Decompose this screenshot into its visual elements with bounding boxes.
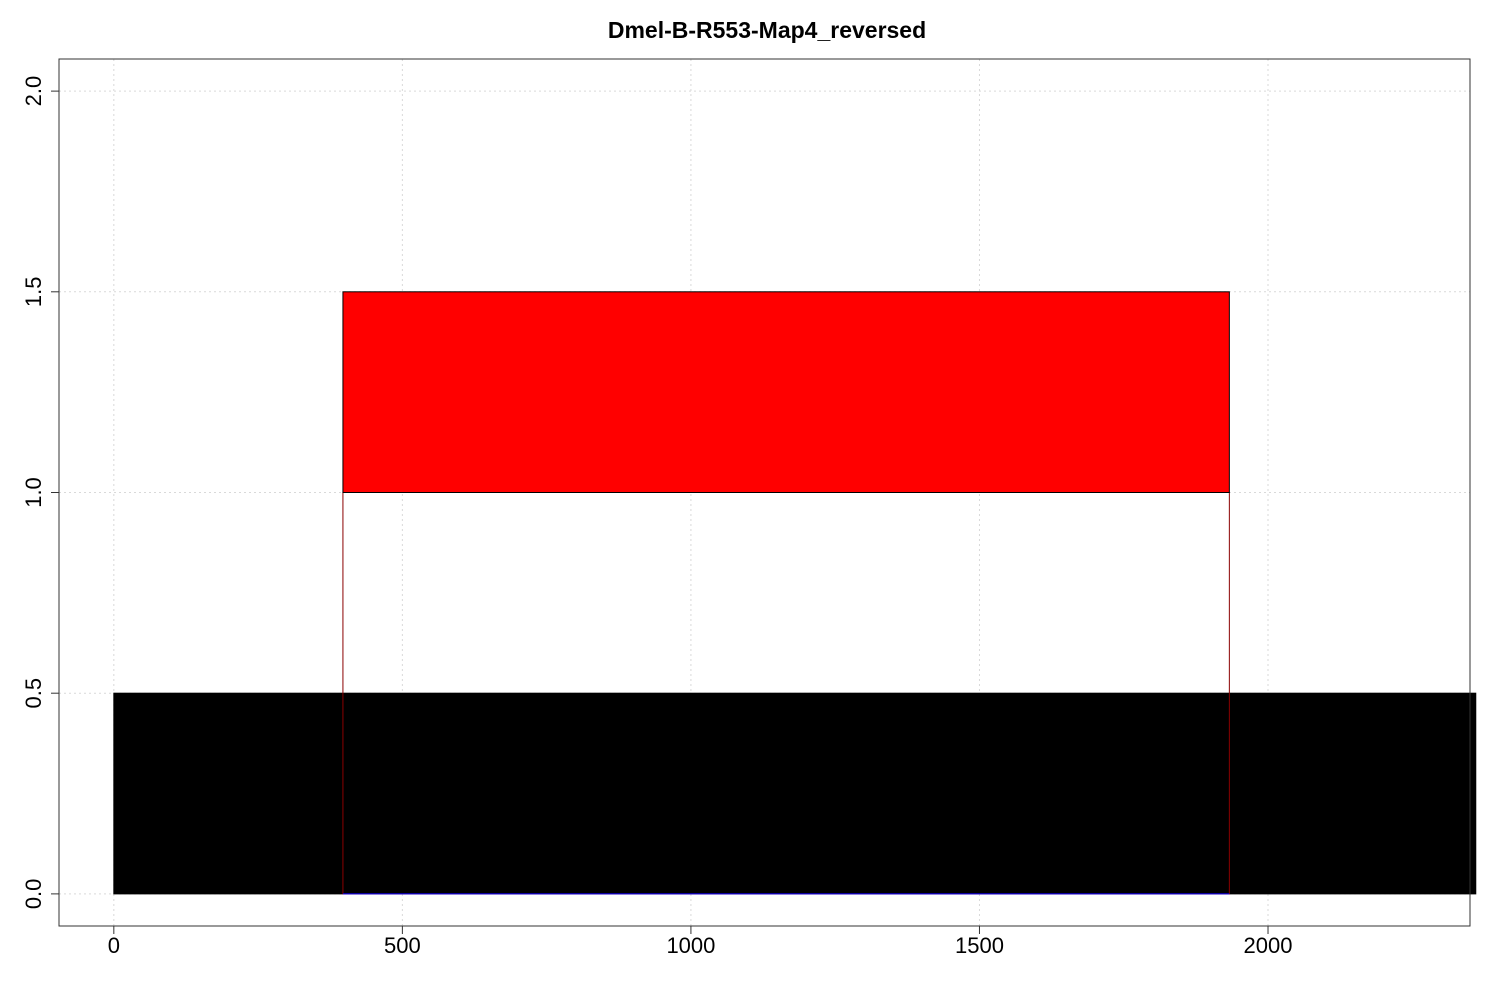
- y-tick-label-2: 1.0: [21, 477, 46, 508]
- x-tick-label-0: 0: [108, 933, 120, 958]
- x-axis: 0 500 1000 1500 2000: [108, 925, 1293, 958]
- y-tick-label-1: 0.5: [21, 678, 46, 709]
- x-tick-label-4: 2000: [1244, 933, 1293, 958]
- y-axis: 0.0 0.5 1.0 1.5 2.0: [21, 76, 60, 910]
- x-tick-label-2: 1000: [666, 933, 715, 958]
- x-tick-label-1: 500: [384, 933, 421, 958]
- red-block: [342, 291, 1230, 493]
- y-tick-label-4: 2.0: [21, 76, 46, 107]
- y-tick-label-0: 0.0: [21, 879, 46, 910]
- x-tick-label-3: 1500: [955, 933, 1004, 958]
- marks-layer: [113, 291, 1477, 895]
- chart-title: Dmel-B-R553-Map4_reversed: [608, 17, 926, 43]
- y-tick-label-3: 1.5: [21, 277, 46, 308]
- black-block: [113, 692, 1477, 895]
